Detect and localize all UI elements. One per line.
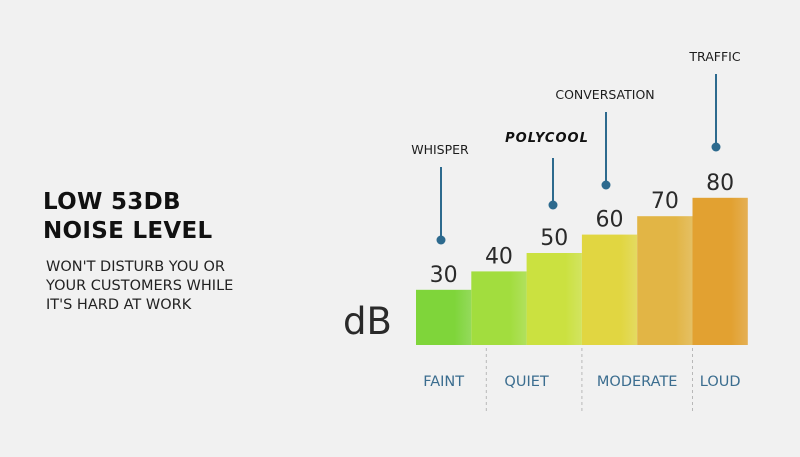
bar-80 xyxy=(692,197,748,345)
bar-30 xyxy=(416,289,472,345)
subtext: WON'T DISTURB YOU OR YOUR CUSTOMERS WHIL… xyxy=(46,258,233,315)
category-label-quiet: QUIET xyxy=(504,374,548,390)
annotation-pin-dot xyxy=(436,235,446,245)
headline-line: LOW 53DB xyxy=(43,189,181,215)
annotation-pin-dot xyxy=(711,142,721,152)
polycool-logo: POLYCOOL xyxy=(505,131,589,146)
category-label-moderate: MODERATE xyxy=(597,374,678,390)
bar-value-label: 40 xyxy=(485,244,513,269)
bar-50 xyxy=(526,253,582,345)
bar-70 xyxy=(637,216,693,345)
bar-value-label: 30 xyxy=(430,263,458,288)
bar-60 xyxy=(581,234,638,345)
annotation-pin-dot xyxy=(601,180,611,190)
headline-line: NOISE LEVEL xyxy=(43,218,213,244)
headline: LOW 53DB NOISE LEVEL xyxy=(43,188,212,246)
bar-value-label: 50 xyxy=(540,226,568,251)
category-label-loud: LOUD xyxy=(700,374,741,390)
annotation-label-traffic: TRAFFIC xyxy=(688,49,740,64)
annotation-label-whisper: WHISPER xyxy=(411,142,469,157)
subtext-line: YOUR CUSTOMERS WHILE xyxy=(46,278,234,294)
bar-value-label: 70 xyxy=(651,189,679,214)
annotation-label-conversation: CONVERSATION xyxy=(555,87,654,102)
bar-40 xyxy=(471,271,527,345)
bar-value-label: 80 xyxy=(706,171,734,196)
category-label-faint: FAINT xyxy=(423,374,464,390)
subtext-line: IT'S HARD AT WORK xyxy=(46,297,192,313)
y-axis-unit-label: dB xyxy=(343,300,392,343)
subtext-line: WON'T DISTURB YOU OR xyxy=(46,259,225,275)
annotation-pin-dot xyxy=(548,200,558,210)
bar-value-label: 60 xyxy=(596,208,624,233)
